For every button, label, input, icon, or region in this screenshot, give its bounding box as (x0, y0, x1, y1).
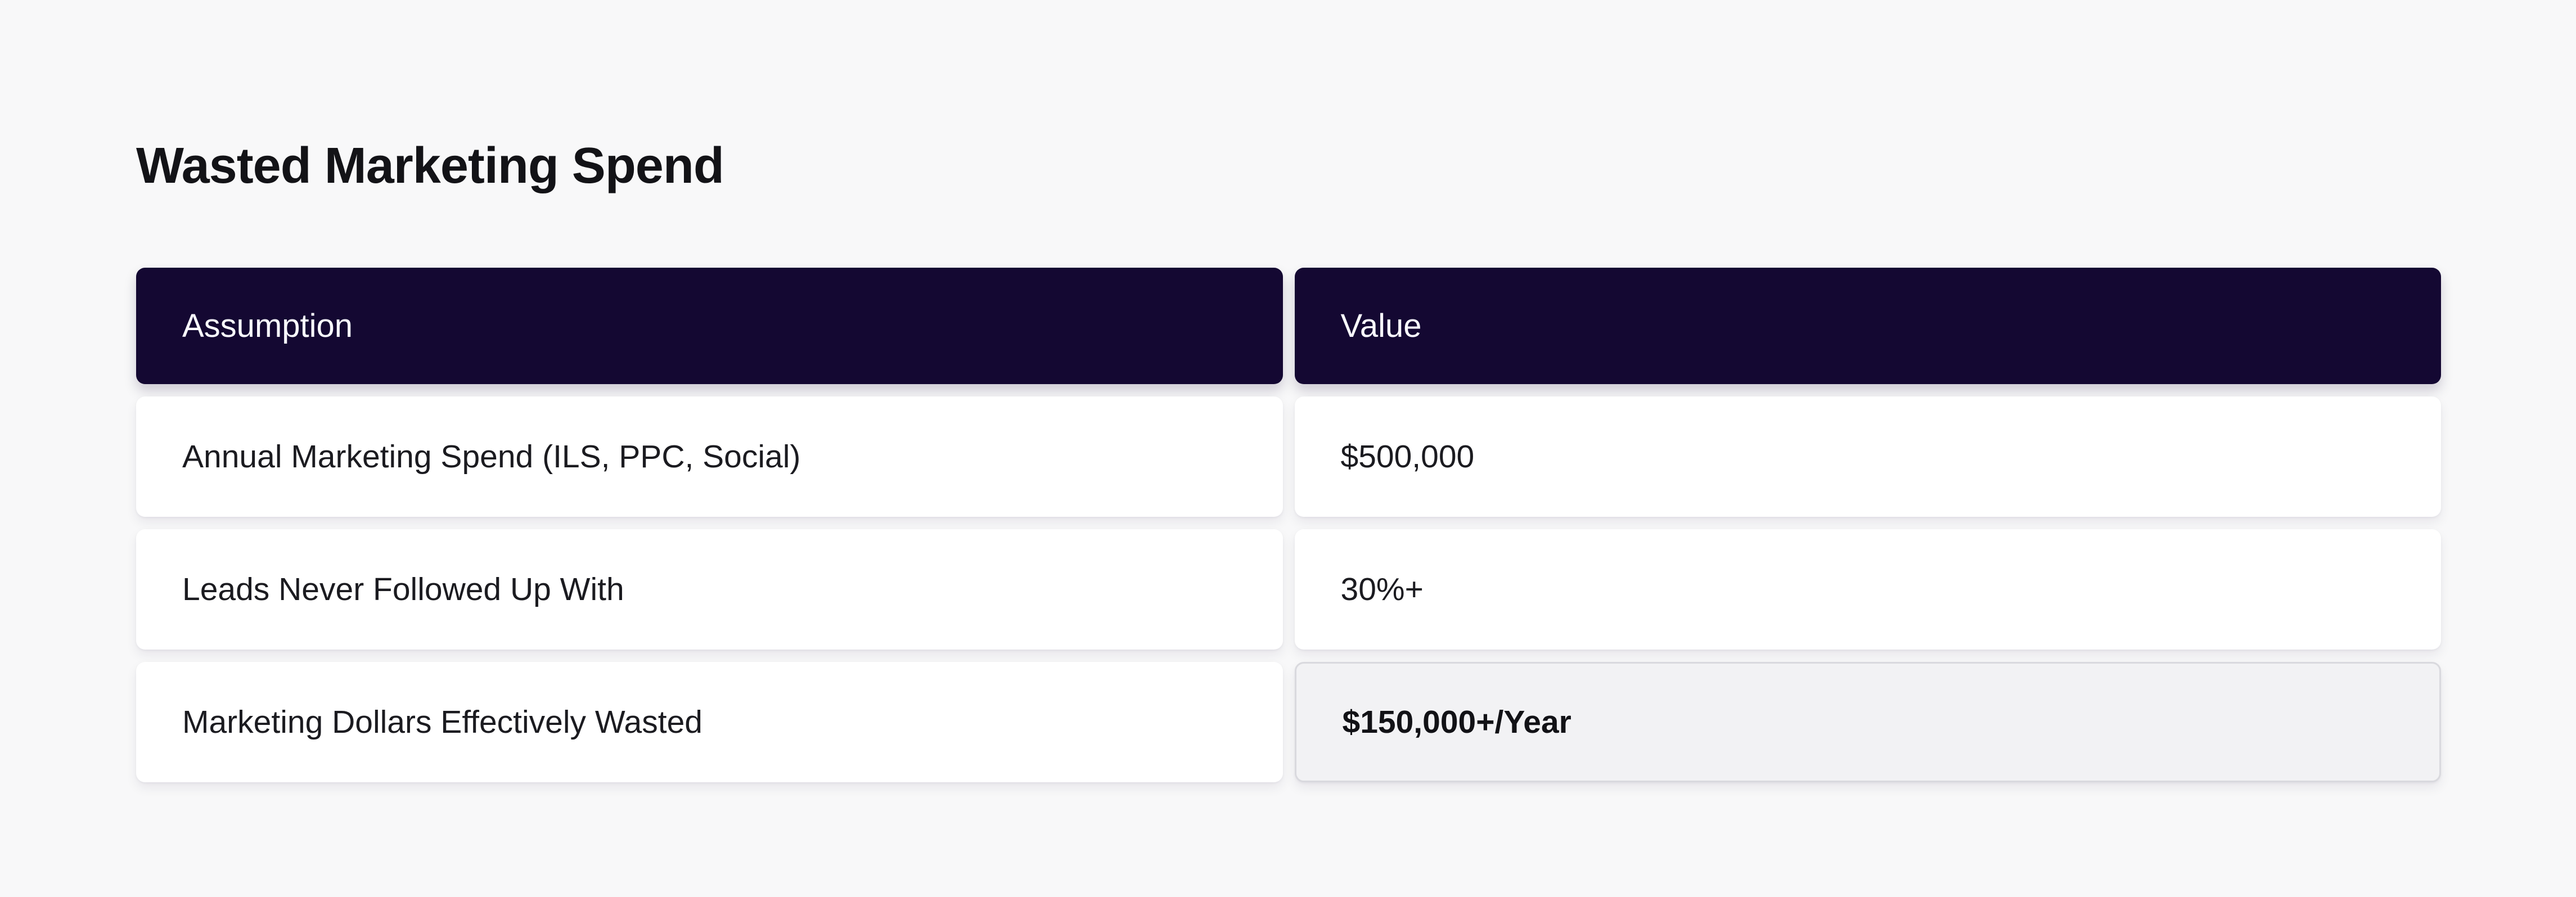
table-row-2-value: 30%+ (1294, 529, 2441, 650)
assumptions-table: Assumption Value Annual Marketing Spend … (136, 268, 2441, 782)
table-row-1-assumption: Annual Marketing Spend (ILS, PPC, Social… (136, 396, 1283, 517)
table-row-3-assumption: Marketing Dollars Effectively Wasted (136, 662, 1283, 782)
table-row-1-value: $500,000 (1294, 396, 2441, 517)
table-header-value: Value (1294, 268, 2441, 384)
page-title: Wasted Marketing Spend (136, 138, 724, 194)
table-row-3-value-highlighted: $150,000+/Year (1294, 662, 2441, 782)
table-row-2-assumption: Leads Never Followed Up With (136, 529, 1283, 650)
table-header-assumption: Assumption (136, 268, 1283, 384)
